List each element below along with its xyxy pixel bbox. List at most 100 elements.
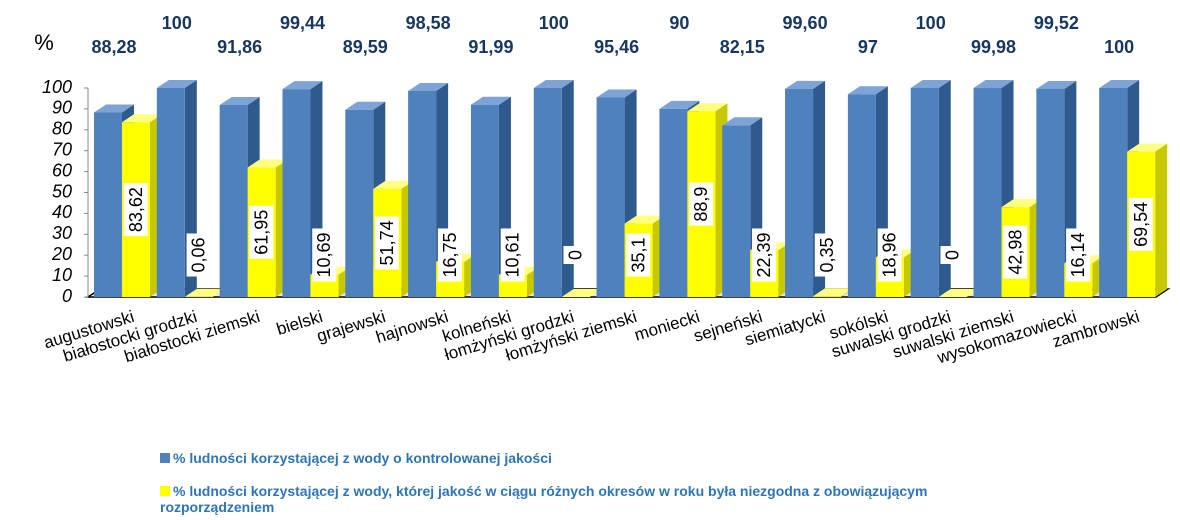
- data-label: 16,14: [1068, 232, 1088, 277]
- bar-top: [122, 114, 162, 123]
- data-label-group: 22,39: [751, 228, 776, 282]
- bar-front: [1036, 89, 1065, 297]
- y-tick-label: 10: [52, 265, 72, 285]
- data-label-box: [1128, 197, 1153, 251]
- data-label-group: 42,98: [1003, 225, 1028, 279]
- data-label-group: 88,9: [689, 182, 714, 226]
- x-tick-label: hajnowski: [374, 307, 451, 347]
- y-tick-label: 60: [52, 160, 72, 180]
- bar-front: [973, 88, 1002, 297]
- legend-label: % ludności korzystającej z wody o kontro…: [173, 450, 552, 466]
- y-tick-label: 40: [52, 202, 72, 222]
- bar-top: [156, 80, 197, 88]
- data-label: 90: [669, 13, 689, 33]
- bar-front: [94, 112, 122, 297]
- data-label-box: [563, 245, 588, 265]
- y-tick-label: 30: [52, 223, 72, 243]
- bar-top: [973, 80, 1014, 89]
- x-tick-label: moniecki: [632, 307, 702, 345]
- bar: [910, 80, 951, 297]
- data-label: 99,98: [971, 37, 1016, 57]
- bar-top: [1127, 143, 1168, 152]
- bar-front: [470, 104, 499, 297]
- data-label: 88,28: [91, 37, 136, 57]
- bar-top: [561, 289, 602, 297]
- data-label-box: [1066, 228, 1091, 282]
- bar-top: [184, 288, 225, 297]
- bar-top: [1099, 80, 1140, 88]
- data-label-box: [500, 228, 525, 282]
- data-label: 88,9: [691, 187, 711, 222]
- data-label-group: 0: [940, 245, 965, 265]
- bar-front: [282, 89, 311, 297]
- data-label: 22,39: [754, 232, 774, 277]
- chart: % 010203040506070809010088,2883,62august…: [34, 13, 1171, 368]
- bar-top: [470, 96, 511, 105]
- bar-top: [596, 89, 637, 98]
- bar: [533, 80, 574, 297]
- data-label: 16,75: [440, 232, 460, 277]
- bar-top: [282, 81, 323, 90]
- bar-front: [813, 296, 842, 297]
- bar-front: [785, 88, 814, 297]
- bar-front: [596, 97, 625, 297]
- data-label-box: [312, 228, 337, 282]
- data-label-group: 10,61: [500, 228, 525, 282]
- data-label: 0,35: [817, 237, 837, 272]
- bar-front: [156, 88, 185, 297]
- data-label-box: [375, 216, 400, 270]
- bar-top: [624, 215, 665, 224]
- legend-swatch: [160, 486, 170, 496]
- bar-front: [1099, 88, 1128, 297]
- data-label: 95,46: [594, 37, 639, 57]
- data-label: 82,15: [720, 37, 765, 57]
- bar-top: [533, 80, 574, 88]
- data-label: 100: [1104, 37, 1134, 57]
- bar-top: [373, 180, 414, 189]
- data-label: 97: [858, 37, 878, 57]
- data-label: 61,95: [251, 210, 271, 255]
- bar-front: [722, 125, 751, 297]
- bar-top: [408, 82, 449, 91]
- y-axis-label: %: [34, 30, 54, 55]
- data-label: 83,62: [126, 187, 146, 232]
- y-tick-label: 20: [51, 244, 72, 264]
- data-label-group: 16,14: [1066, 228, 1091, 282]
- data-label-box: [123, 183, 148, 237]
- data-label: 51,74: [377, 220, 397, 265]
- data-label: 99,44: [280, 13, 325, 33]
- bar-top: [1001, 199, 1042, 208]
- y-tick-label: 50: [52, 181, 72, 201]
- bar: [938, 289, 979, 297]
- data-label: 100: [916, 13, 946, 33]
- data-label-box: [940, 245, 965, 265]
- bar-front: [659, 108, 688, 298]
- data-label: 0,06: [189, 237, 209, 272]
- legend-swatch: [160, 453, 170, 463]
- data-label-group: 10,69: [312, 228, 337, 282]
- data-label-group: 0: [563, 245, 588, 265]
- bar-front: [219, 105, 248, 297]
- data-label-group: 16,75: [437, 228, 462, 282]
- data-label-group: 83,62: [123, 183, 148, 237]
- bar-top: [94, 104, 134, 113]
- data-label: 99,60: [783, 13, 828, 33]
- bar-front: [345, 109, 374, 297]
- bar-front: [408, 90, 437, 297]
- data-label: 98,58: [406, 13, 451, 33]
- legend-item: % ludności korzystającej z wody, której …: [160, 483, 980, 515]
- data-label: 69,54: [1131, 202, 1151, 247]
- data-label: 10,61: [503, 232, 523, 277]
- bar-top: [687, 103, 728, 112]
- legend-label: % ludności korzystającej z wody, której …: [160, 483, 928, 515]
- data-label-group: 69,54: [1128, 197, 1153, 251]
- data-label: 100: [162, 13, 192, 33]
- data-label-box: [751, 228, 776, 282]
- data-label-group: 18,96: [877, 228, 902, 282]
- data-label-group: 51,74: [375, 216, 400, 270]
- data-label: 0: [942, 250, 962, 260]
- data-label-group: 35,1: [626, 233, 651, 277]
- bar-side: [561, 80, 574, 297]
- data-label: 100: [539, 13, 569, 33]
- y-tick-label: 0: [62, 286, 72, 306]
